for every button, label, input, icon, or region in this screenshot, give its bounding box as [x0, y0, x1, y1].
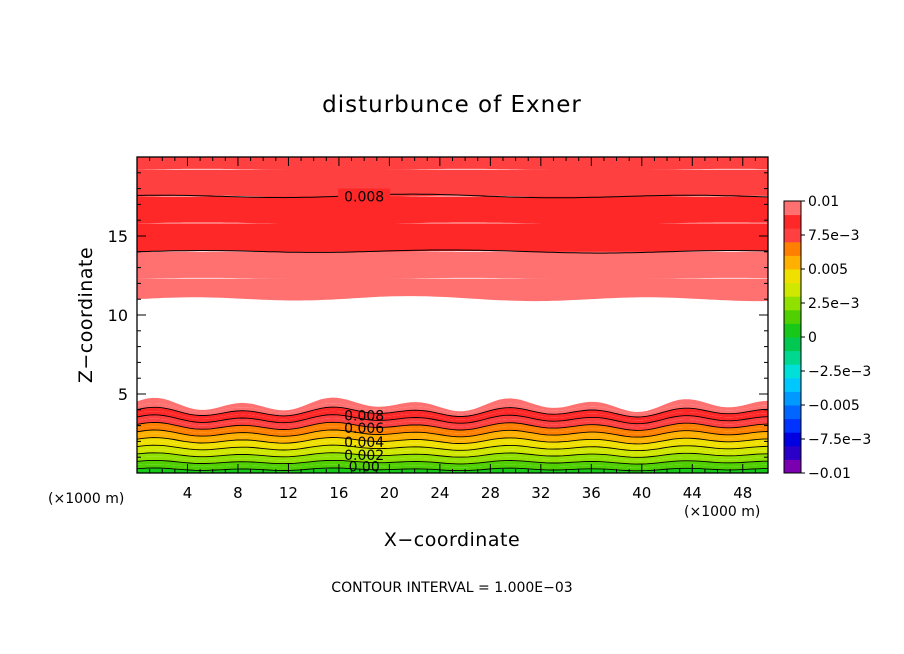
colorbar-label: −2.5e−3 — [808, 364, 871, 380]
contour-line — [136, 249, 769, 254]
x-tick-label: 24 — [430, 484, 449, 502]
contour-line — [136, 452, 769, 458]
lower-band — [137, 410, 768, 424]
lower-band — [137, 441, 768, 451]
colorbar-band — [784, 445, 801, 460]
contour-line — [136, 406, 769, 418]
x-unit-right: (×1000 m) — [684, 504, 760, 520]
colorbar-band — [784, 269, 801, 284]
x-tick-label: 28 — [481, 484, 500, 502]
x-tick-label: 48 — [733, 484, 752, 502]
x-tick-label: 44 — [683, 484, 702, 502]
colorbar-band — [784, 201, 801, 216]
x-tick-label: 8 — [233, 484, 243, 502]
y-tick-label: 15 — [108, 227, 128, 246]
colorbar-label: 0.005 — [808, 262, 848, 278]
colorbar-band — [784, 241, 801, 256]
x-unit-left: (×1000 m) — [48, 491, 124, 507]
colorbar-band — [784, 405, 801, 420]
y-tick-label: 10 — [108, 306, 128, 325]
x-tick-labels: 4 8 12 16 20 24 28 32 36 40 44 48 — [183, 484, 753, 502]
contour-line — [137, 193, 769, 199]
contour-label: 0.002 — [344, 448, 384, 464]
colorbar-band — [784, 309, 801, 324]
lower-band — [137, 429, 768, 441]
colorbar-label: −7.5e−3 — [808, 432, 871, 448]
lower-band — [137, 448, 768, 458]
chart-title: disturbunce of Exner — [322, 92, 582, 118]
colorbar-band — [784, 364, 801, 379]
upper-band — [137, 169, 768, 198]
y-tick-label: 5 — [118, 385, 128, 404]
colorbar-band — [784, 228, 801, 243]
contour-line — [136, 459, 768, 465]
contour-label: 0.008 — [344, 408, 384, 424]
y-axis-label: Z−coordinate — [75, 247, 97, 383]
x-tick-label: 36 — [582, 484, 601, 502]
colorbar-label: −0.01 — [808, 466, 851, 482]
lower-band — [137, 414, 768, 428]
x-tick-label: 16 — [329, 484, 348, 502]
contour-line — [136, 437, 769, 445]
colorbar-label: 0.01 — [808, 194, 839, 210]
x-tick-label: 40 — [632, 484, 651, 502]
plot-fill-layer — [137, 157, 768, 473]
upper-band — [137, 278, 768, 302]
colorbar-band — [784, 432, 801, 447]
contour-label: 0.00 — [349, 460, 380, 476]
contour-line — [136, 444, 769, 452]
x-axis-label: X−coordinate — [384, 529, 520, 551]
contour-interval-note: CONTOUR INTERVAL = 1.000E−03 — [331, 580, 572, 596]
x-tick-label: 12 — [279, 484, 298, 502]
upper-band — [137, 251, 768, 280]
colorbar-band — [784, 282, 801, 297]
colorbar-band — [784, 418, 801, 433]
upper-band — [137, 157, 768, 171]
axis-ticks — [137, 157, 768, 473]
lower-band — [137, 445, 768, 454]
lower-band — [137, 422, 768, 434]
upper-band — [137, 223, 768, 253]
colorbar-band — [784, 350, 801, 365]
colorbar-band — [784, 323, 801, 338]
lower-band — [137, 418, 768, 431]
colorbar-band — [784, 296, 801, 311]
colorbar-band — [784, 255, 801, 270]
lower-band — [137, 397, 768, 414]
colorbar-label: 2.5e−3 — [808, 296, 860, 312]
colorbar-band — [784, 377, 801, 392]
x-tick-label: 32 — [531, 484, 550, 502]
colorbar-band — [784, 391, 801, 406]
upper-band — [137, 196, 768, 225]
lower-band — [137, 403, 768, 417]
contour-label: 0.006 — [344, 421, 384, 437]
y-tick-labels: 5 10 15 — [108, 227, 128, 404]
colorbar-band — [784, 214, 801, 229]
contour-label: 0.004 — [344, 435, 384, 451]
contour-line — [136, 414, 769, 425]
lower-band — [137, 407, 768, 421]
contour-label-gap — [338, 188, 391, 205]
contour-line — [136, 429, 769, 438]
lower-band — [137, 426, 768, 438]
x-tick-label: 4 — [183, 484, 193, 502]
contour-line — [136, 421, 769, 431]
contour-label: 0.008 — [344, 190, 384, 206]
colorbar-band — [784, 459, 801, 474]
colorbar-label: 7.5e−3 — [808, 228, 860, 244]
x-tick-label: 20 — [380, 484, 399, 502]
colorbar-label: −0.005 — [808, 398, 860, 414]
colorbar-labels: 0.01 7.5e−3 0.005 2.5e−3 0 −2.5e−3 −0.005 −7.5e… — [801, 194, 871, 482]
colorbar-band — [784, 337, 801, 352]
lower-band — [137, 452, 768, 461]
colorbar-label: 0 — [808, 330, 817, 346]
colorbar — [784, 201, 801, 474]
lower-band — [137, 433, 768, 444]
lower-band — [137, 437, 768, 448]
